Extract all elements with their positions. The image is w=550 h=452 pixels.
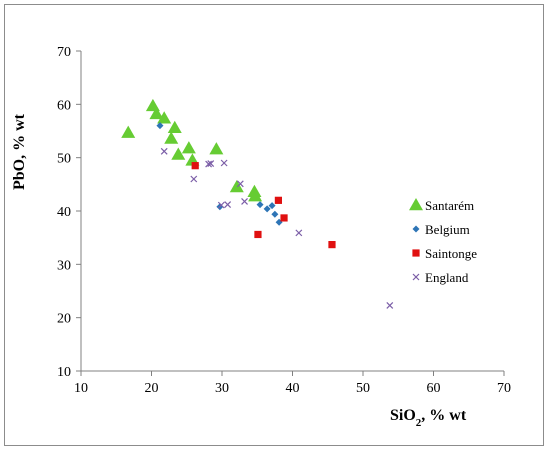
x-tick-label: 70 [497, 381, 511, 396]
point-england [160, 147, 168, 155]
x-axis-title: SiO2, % wt [390, 407, 467, 429]
point-england [217, 201, 225, 209]
point-santar-m [167, 120, 182, 134]
y-tick-label: 40 [57, 205, 71, 220]
point-saintonge [254, 230, 262, 239]
x-tick-label: 30 [215, 381, 229, 396]
point-santar-m [149, 106, 164, 120]
x-tick-label: 50 [356, 381, 370, 396]
point-santar-m [248, 189, 263, 202]
legend-label-england: England [425, 270, 469, 285]
legend: Santarém Belgium Saintonge England [409, 198, 477, 285]
point-santar-m [164, 131, 179, 144]
point-belgium [256, 201, 264, 209]
chart-border [4, 4, 544, 446]
point-england [295, 229, 303, 237]
y-tick-label: 60 [57, 98, 71, 113]
point-england [386, 301, 394, 309]
x-axis-title-tail: , % wt [421, 407, 467, 424]
point-england [236, 180, 244, 188]
point-santar-m [209, 142, 224, 155]
legend-marker-belgium [412, 225, 420, 233]
point-saintonge [274, 196, 282, 204]
point-santar-m [157, 111, 172, 124]
legend-label-belgium: Belgium [425, 222, 470, 237]
y-tick-label: 20 [57, 312, 71, 327]
x-axis-title-sub: 2 [416, 417, 422, 429]
y-axis-title: PbO, % wt [11, 113, 28, 190]
point-england [220, 159, 228, 167]
point-belgium [271, 210, 279, 218]
data-points [121, 98, 394, 309]
x-tick-label: 40 [286, 381, 300, 396]
x-tick-label: 10 [74, 381, 88, 396]
legend-marker-england [412, 273, 420, 281]
point-england [241, 197, 248, 205]
legend-marker-santar-m [409, 198, 423, 211]
point-england [224, 201, 232, 209]
point-saintonge [191, 162, 199, 170]
point-england [190, 175, 198, 183]
point-santar-m [229, 180, 244, 193]
point-england [207, 160, 215, 167]
tick-labels: 10 20 30 40 50 60 70 10 20 30 40 50 60 70 [57, 45, 511, 396]
point-belgium [268, 202, 276, 210]
y-tick-label: 50 [57, 152, 71, 167]
y-tick-label: 70 [57, 45, 71, 60]
x-tick-label: 60 [427, 381, 441, 396]
point-belgium [156, 122, 164, 130]
x-tick-label: 20 [145, 381, 159, 396]
point-saintonge [280, 214, 288, 222]
point-saintonge [328, 241, 336, 249]
axes [76, 50, 505, 376]
x-axis-title-main: SiO [390, 407, 416, 424]
point-belgium [263, 205, 271, 213]
point-santar-m [181, 141, 196, 154]
point-england [205, 160, 213, 168]
y-tick-label: 10 [57, 365, 71, 380]
chart-frame: 10 20 30 40 50 60 70 10 20 30 40 50 60 70 SiO2, % wt … [4, 4, 544, 446]
y-tick-label: 30 [57, 258, 71, 273]
legend-label-saintonge: Saintonge [425, 246, 477, 261]
point-santar-m [171, 147, 186, 160]
legend-label-santar-m: Santarém [425, 198, 474, 213]
point-santar-m [121, 125, 136, 138]
legend-marker-saintonge [412, 249, 420, 257]
